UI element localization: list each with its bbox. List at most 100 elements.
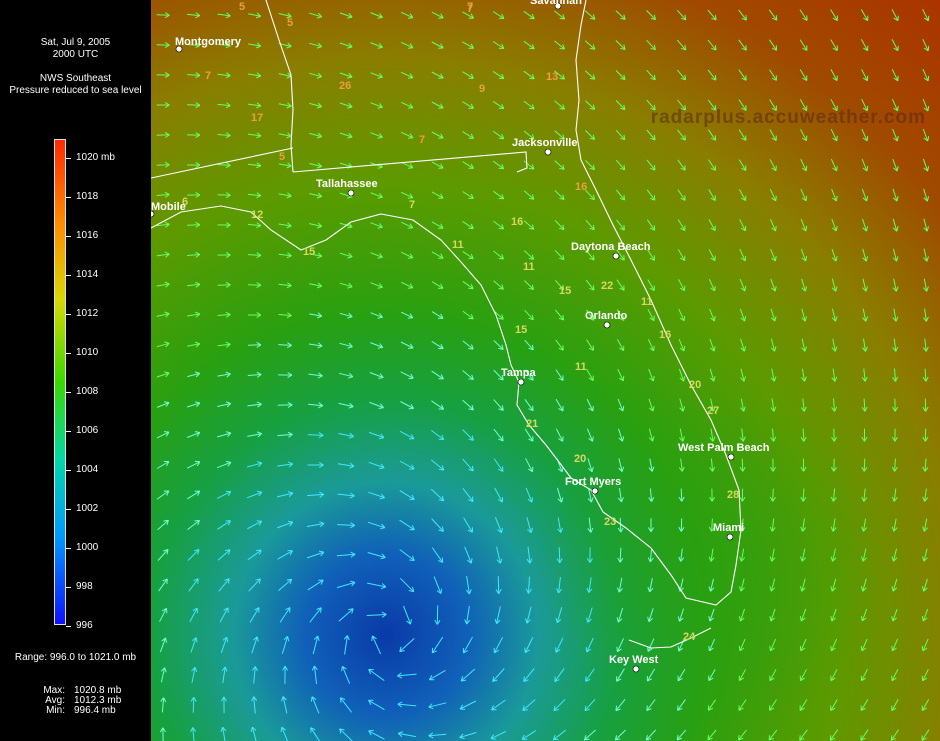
observation-value: 5 [287,17,293,29]
wind-arrow [462,131,474,139]
wind-arrow [400,311,414,319]
city-label: Miami [713,522,744,534]
wind-arrow [617,547,624,563]
city-label: Jacksonville [512,137,577,149]
wind-arrow [616,577,623,593]
wind-arrow [647,309,655,322]
wind-arrow [677,668,686,682]
wind-arrow [464,605,471,625]
wind-arrow [248,102,262,109]
wind-arrow [585,309,595,321]
wind-arrow [708,578,715,592]
wind-arrow [493,399,504,411]
wind-arrow [369,372,384,379]
wind-arrow [831,428,838,442]
city-label: Daytona Beach [571,241,651,253]
wind-arrow [707,99,717,111]
wind-arrow [523,40,535,50]
scale-tick-label: 1020 mb [76,152,115,163]
wind-arrow [647,338,655,352]
wind-arrow [157,549,169,561]
wind-arrow [891,68,899,82]
wind-arrow [156,191,170,198]
scale-tick-label: 1016 [76,230,99,241]
wind-arrow [459,732,477,740]
wind-arrow [217,549,231,561]
wind-arrow [646,159,656,171]
wind-arrow [708,189,716,201]
wind-arrow [248,252,262,259]
wind-arrow [187,12,201,19]
wind-arrow [861,69,869,82]
wind-arrow [583,729,596,741]
wind-arrow [217,520,232,530]
stat-avg-value: 1012.3 mb [74,695,122,706]
wind-arrow [307,461,324,469]
wind-arrow [676,39,687,51]
wind-arrow [187,221,201,228]
wind-arrow [156,71,170,79]
wind-arrow [923,248,929,262]
wind-arrow [217,72,231,79]
wind-arrow [586,428,594,442]
wind-arrow [770,458,777,472]
wind-arrow [830,669,838,682]
scale-tick-mark [66,197,71,198]
wind-arrow [309,312,323,319]
scale-tick-mark [66,158,71,159]
wind-arrow [277,431,293,438]
wind-arrow [493,280,504,290]
observation-value: 16 [659,329,671,341]
city-dot [347,189,355,197]
pressure-color-scale [54,139,66,625]
wind-arrow [370,42,383,49]
stat-max-label: Max: [43,685,65,696]
wind-arrow [306,550,325,559]
wind-arrow [677,219,686,231]
wind-arrow [187,371,201,378]
wind-arrow [769,99,777,111]
wind-arrow [861,548,867,562]
wind-arrow [276,491,294,498]
wind-arrow [525,458,534,473]
wind-arrow [308,402,324,409]
wind-arrow [614,729,626,741]
wind-arrow [492,41,505,49]
wind-arrow [586,369,594,382]
wind-arrow [337,462,355,469]
wind-arrow [770,308,777,322]
wind-arrow [187,251,201,258]
observation-value: 28 [727,489,739,501]
wind-arrow [246,461,263,468]
wind-arrow [278,162,292,169]
wind-arrow [891,548,898,562]
wind-arrow [217,341,231,348]
wind-arrow [645,729,657,741]
wind-arrow [462,636,473,654]
observation-value: 13 [546,71,558,83]
scale-tick-label: 1010 [76,347,99,358]
wind-arrow [367,521,386,530]
wind-arrow [523,160,535,170]
wind-arrow [524,369,534,381]
wind-arrow [769,188,777,202]
wind-arrow [800,218,808,232]
city-dot [517,378,525,386]
city-label: Tampa [501,367,537,379]
wind-arrow [156,251,170,258]
wind-arrow [399,460,415,470]
wind-arrow [251,666,258,684]
scale-tick-label: 1004 [76,464,99,475]
city-label: Mobile [151,201,186,213]
observation-value: 6 [182,196,188,208]
wind-arrow [830,99,838,112]
wind-arrow [156,311,170,318]
wind-arrow [585,668,595,682]
wind-arrow [830,488,837,502]
wind-arrow [892,158,899,172]
wind-arrow [524,339,534,351]
wind-arrow [646,39,656,51]
wind-arrow [646,99,656,111]
wind-arrow [159,727,166,741]
wind-arrow [160,697,167,713]
